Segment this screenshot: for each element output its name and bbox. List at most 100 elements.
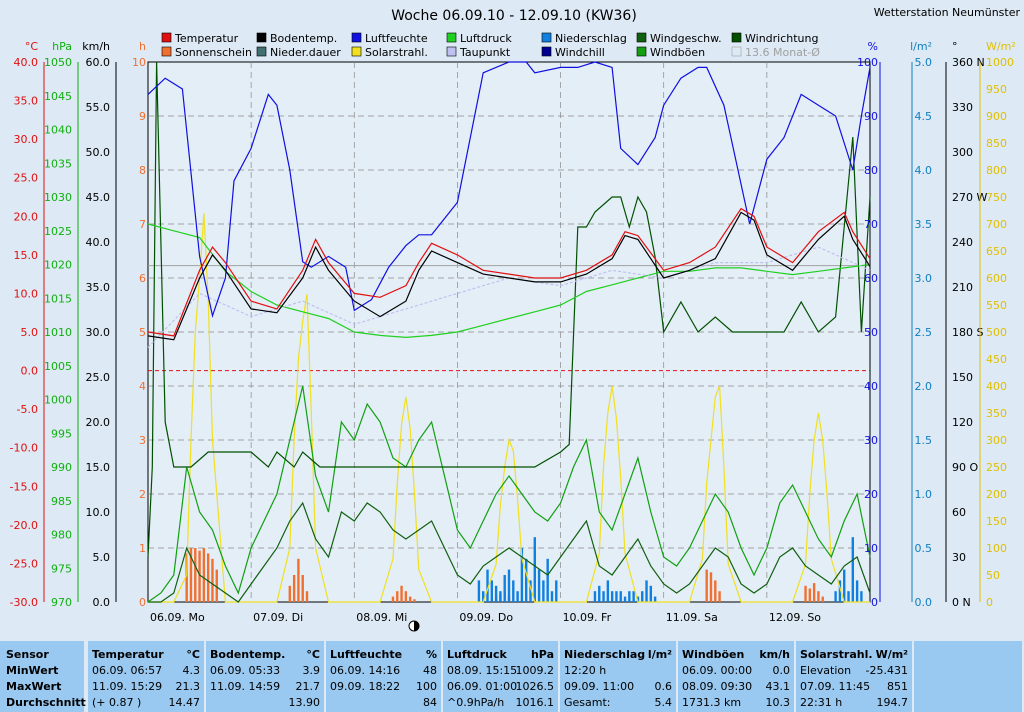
summary-value: 48 <box>423 664 437 677</box>
tick-humidity: 20 <box>864 488 878 501</box>
summary-header: Niederschlag <box>564 648 646 661</box>
tick-temp: -25.0 <box>10 557 38 570</box>
bar-sonnenschein <box>812 583 816 602</box>
tick-sun: 6 <box>139 272 146 285</box>
series-solarstrahl <box>148 213 870 603</box>
tick-direction: 360 N <box>952 56 985 69</box>
tick-pressure: 1045 <box>44 90 72 103</box>
tick-sun: 3 <box>139 434 146 447</box>
tick-wind: 45.0 <box>86 191 111 204</box>
bar-niederschlag <box>533 537 536 602</box>
bar-niederschlag <box>610 591 614 602</box>
tick-rain: 2.5 <box>915 326 933 339</box>
tick-rain: 0.0 <box>915 596 933 609</box>
legend-label: Solarstrahl. <box>365 46 428 59</box>
tick-pressure: 1005 <box>44 360 72 373</box>
tick-pressure: 970 <box>51 596 72 609</box>
legend-swatch <box>731 32 742 43</box>
series-sonnenschein <box>185 548 824 602</box>
summary-value: 851 <box>887 680 908 693</box>
tick-rain: 0.5 <box>915 542 933 555</box>
tick-sun: 10 <box>132 56 146 69</box>
tick-solar: 450 <box>986 353 1007 366</box>
bar-sonnenschein <box>215 569 218 602</box>
summary-label: 08.09. 09:30 <box>682 680 753 693</box>
tick-sun: 1 <box>139 542 146 555</box>
legend-swatch <box>636 46 647 57</box>
bar-sonnenschein <box>808 588 812 602</box>
line-solarstrahl <box>148 213 870 603</box>
bar-sonnenschein <box>297 558 300 602</box>
bar-sonnenschein <box>194 548 197 602</box>
summary-col-rain: Niederschlag l/m² 12:20 h 09.09. 11:00 0.6 Ge… <box>560 641 678 712</box>
tick-direction: 150 <box>952 371 973 384</box>
summary-col-gusts: Windböen km/h 06.09. 00:00 0.0 08.09. 09:30 4… <box>678 641 796 712</box>
bar-sonnenschein <box>413 599 416 602</box>
summary-max-label: MaxWert <box>6 680 62 693</box>
tick-solar: 700 <box>986 218 1007 231</box>
tick-solar: 750 <box>986 191 1007 204</box>
summary-header: Bodentemp. <box>210 648 286 661</box>
tick-pressure: 1020 <box>44 259 72 272</box>
summary-header: Luftdruck <box>447 648 507 661</box>
bar-niederschlag <box>520 548 524 602</box>
bar-niederschlag <box>555 580 558 602</box>
bar-sonnenschein <box>305 591 309 602</box>
tick-solar: 150 <box>986 515 1007 528</box>
summary-value: 13.90 <box>288 696 321 709</box>
legend-label: Bodentemp. <box>270 32 337 45</box>
legend-swatch <box>351 46 362 57</box>
axis-unit-rain: l/m² <box>910 40 932 53</box>
tick-temp: -30.0 <box>10 596 38 609</box>
tick-wind: 50.0 <box>86 146 111 159</box>
tick-direction: 300 <box>952 146 973 159</box>
tick-direction: 120 <box>952 416 973 429</box>
tick-wind: 15.0 <box>86 461 111 474</box>
bar-sonnenschein <box>185 553 188 602</box>
summary-value: -25.431 <box>865 664 908 677</box>
bar-niederschlag <box>598 585 601 602</box>
summary-value: 194.7 <box>876 696 909 709</box>
tick-solar: 900 <box>986 110 1007 123</box>
legend-label: Luftfeuchte <box>365 32 428 45</box>
summary-label: Elevation <box>800 664 852 677</box>
tick-pressure: 1015 <box>44 292 72 305</box>
legend-swatch <box>161 46 172 57</box>
series-bodentemp <box>147 211 871 341</box>
legend-label: Windrichtung <box>745 32 818 45</box>
bar-sonnenschein <box>301 575 304 602</box>
tick-solar: 850 <box>986 137 1007 150</box>
tick-wind: 5.0 <box>93 551 111 564</box>
bar-sonnenschein <box>396 591 399 602</box>
tick-humidity: 0 <box>871 596 878 609</box>
bar-niederschlag <box>593 591 597 602</box>
summary-col-humidity: Luftfeuchte% 06.09. 14:16 48 09.09. 18:22 10… <box>326 641 443 712</box>
summary-value: 10.3 <box>765 696 791 709</box>
axes: °C40.035.030.025.020.015.010.05.00.0-5.0… <box>10 40 1016 624</box>
tick-solar: 350 <box>986 407 1007 420</box>
tick-pressure: 1050 <box>44 56 72 69</box>
tick-solar: 300 <box>986 434 1007 447</box>
tick-wind: 35.0 <box>86 281 111 294</box>
summary-value: 1026.5 <box>515 680 555 693</box>
tick-temp: 20.0 <box>14 210 39 223</box>
bar-niederschlag <box>494 585 498 602</box>
bar-sonnenschein <box>817 591 820 602</box>
bar-niederschlag <box>490 580 494 602</box>
day-label: 08.09. Mi <box>356 611 407 624</box>
tick-direction: 180 S <box>952 326 983 339</box>
bar-niederschlag <box>619 591 622 602</box>
summary-value: 100 <box>416 680 437 693</box>
summary-label: 22:31 h <box>800 696 843 709</box>
tick-sun: 9 <box>139 110 146 123</box>
legend-swatch <box>541 46 552 57</box>
tick-humidity: 40 <box>864 380 878 393</box>
tick-rain: 4.5 <box>915 110 933 123</box>
summary-label: 11.09. 15:29 <box>92 680 163 693</box>
summary-label: 06.09. 14:16 <box>330 664 401 677</box>
bar-niederschlag <box>606 580 610 602</box>
summary-col-solar: Solarstrahl. W/m² Elevation -25.431 07.09. 1… <box>796 641 914 712</box>
tick-pressure: 1000 <box>44 394 72 407</box>
summary-value: 0.6 <box>654 680 673 693</box>
tick-rain: 4.0 <box>915 164 933 177</box>
